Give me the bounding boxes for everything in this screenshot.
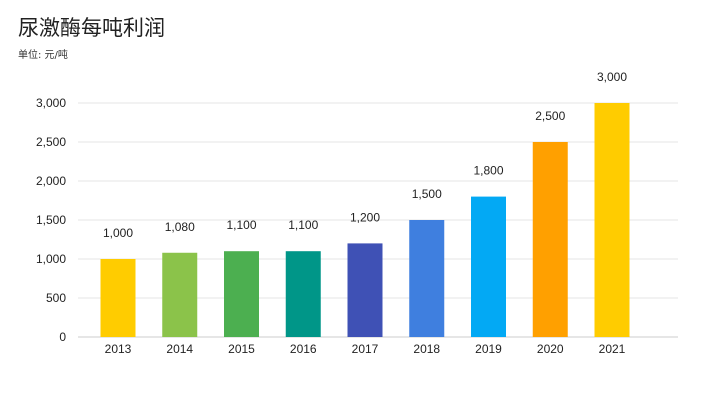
- data-label-2018: 1,500: [412, 187, 442, 201]
- y-tick-label: 2,000: [36, 174, 66, 188]
- y-axis-ticks: 0 500 1,000 1,500 2,000 2,500 3,000: [36, 96, 66, 344]
- y-tick-label: 500: [46, 291, 66, 305]
- x-tick-label-2014: 2014: [166, 342, 193, 356]
- y-tick-label: 3,000: [36, 96, 66, 110]
- y-tick-label: 2,500: [36, 135, 66, 149]
- x-tick-label-2019: 2019: [475, 342, 502, 356]
- chart-subtitle: 单位: 元/吨: [18, 50, 68, 61]
- chart-title: 尿激酶每吨利润: [18, 16, 165, 40]
- x-tick-label-2020: 2020: [537, 342, 564, 356]
- bar-2021: [594, 103, 630, 337]
- x-axis-ticks: 2013 2014 2015 2016 2017 2018 2019 2020 2021: [105, 342, 626, 356]
- data-label-2016: 1,100: [288, 218, 318, 232]
- bar-2013: [100, 259, 136, 337]
- y-tick-label: 1,000: [36, 252, 66, 266]
- y-tick-label: 1,500: [36, 213, 66, 227]
- data-label-2021: 3,000: [597, 70, 627, 84]
- bars: [100, 103, 630, 337]
- bar-2018: [409, 220, 445, 337]
- data-label-2015: 1,100: [226, 218, 256, 232]
- bar-2016: [285, 251, 321, 337]
- data-label-2014: 1,080: [165, 220, 195, 234]
- bar-2015: [224, 251, 259, 337]
- bar-2014: [162, 252, 198, 337]
- data-label-2013: 1,000: [103, 226, 133, 240]
- data-label-2019: 1,800: [473, 164, 503, 178]
- bar-2019: [471, 196, 506, 337]
- bar-2017: [347, 243, 383, 337]
- y-tick-label: 0: [59, 330, 66, 344]
- x-tick-label-2021: 2021: [599, 342, 626, 356]
- x-tick-label-2016: 2016: [290, 342, 317, 356]
- x-tick-label-2018: 2018: [413, 342, 440, 356]
- x-tick-label-2017: 2017: [352, 342, 379, 356]
- data-label-2017: 1,200: [350, 210, 380, 224]
- bar-2020: [532, 142, 568, 337]
- data-label-2020: 2,500: [535, 109, 565, 123]
- data-labels: 1,000 1,080 1,100 1,100 1,200 1,500 1,800 2,500…: [103, 70, 627, 240]
- x-tick-label-2015: 2015: [228, 342, 255, 356]
- x-tick-label-2013: 2013: [105, 342, 132, 356]
